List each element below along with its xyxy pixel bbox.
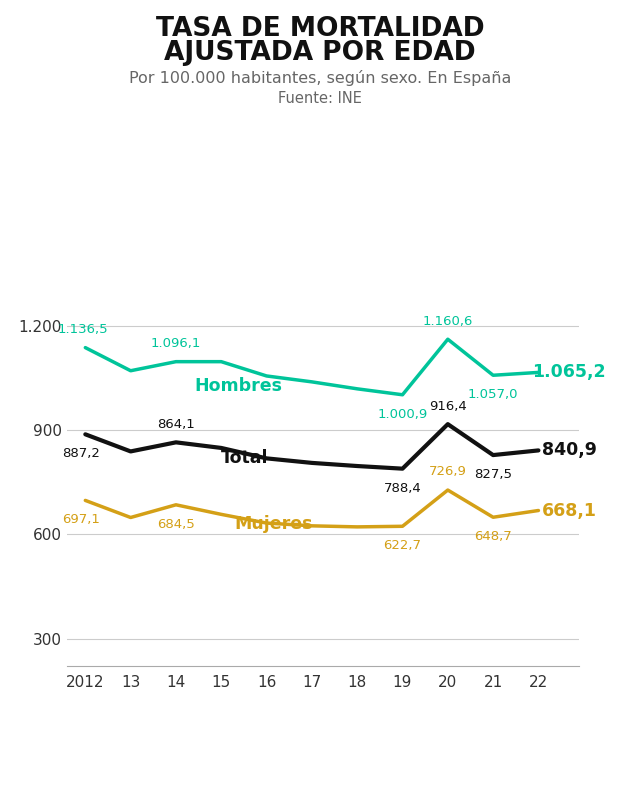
Text: 1.000,9: 1.000,9 (378, 408, 428, 421)
Text: 1.160,6: 1.160,6 (422, 314, 473, 328)
Text: 840,9: 840,9 (541, 441, 596, 460)
Text: 697,1: 697,1 (62, 513, 100, 527)
Text: 726,9: 726,9 (429, 465, 467, 479)
Text: 864,1: 864,1 (157, 418, 195, 431)
Text: AJUSTADA POR EDAD: AJUSTADA POR EDAD (164, 40, 476, 66)
Text: 1.136,5: 1.136,5 (57, 323, 108, 336)
Text: 622,7: 622,7 (383, 539, 422, 552)
Text: 827,5: 827,5 (474, 468, 512, 481)
Text: 1.096,1: 1.096,1 (151, 337, 201, 350)
Text: Hombres: Hombres (194, 377, 282, 395)
Text: 887,2: 887,2 (62, 447, 100, 460)
Text: P: P (572, 757, 593, 786)
Text: 1.057,0: 1.057,0 (468, 388, 518, 401)
Text: Fuente: INE: Fuente: INE (278, 91, 362, 106)
Text: 788,4: 788,4 (383, 482, 421, 495)
Text: 648,7: 648,7 (474, 530, 512, 543)
Text: Por 100.000 habitantes, según sexo. En España: Por 100.000 habitantes, según sexo. En E… (129, 70, 511, 86)
Text: 1.065,2: 1.065,2 (532, 363, 606, 381)
Text: TASA DE MORTALIDAD: TASA DE MORTALIDAD (156, 16, 484, 42)
Text: 916,4: 916,4 (429, 400, 467, 413)
Text: Total: Total (221, 448, 269, 467)
Text: Mujeres: Mujeres (235, 515, 314, 533)
Text: 668,1: 668,1 (541, 501, 596, 519)
Text: 684,5: 684,5 (157, 518, 195, 531)
